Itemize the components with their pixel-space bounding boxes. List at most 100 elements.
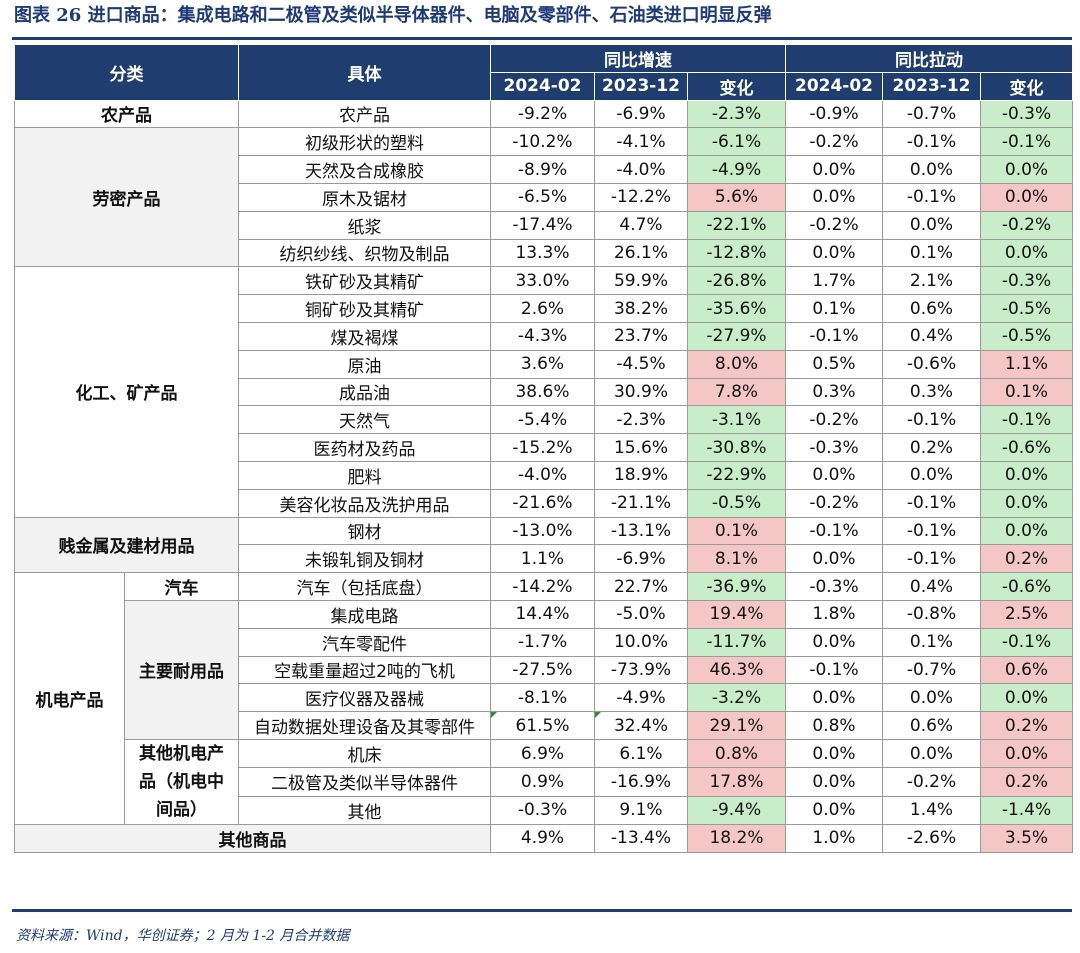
value-cell: 0.0% bbox=[785, 795, 883, 825]
value-cell: 0.3% bbox=[785, 377, 883, 407]
group-agri: 农产品 bbox=[14, 99, 239, 129]
change-cell: 0.0% bbox=[980, 488, 1073, 518]
change-cell: 0.2% bbox=[980, 544, 1073, 574]
item-cell: 美容化妆品及洗护用品 bbox=[238, 488, 491, 518]
value-cell: -0.7% bbox=[882, 99, 981, 129]
value-cell: 1.1% bbox=[490, 544, 595, 574]
change-cell: -0.6% bbox=[980, 572, 1073, 601]
value-cell: -6.5% bbox=[490, 182, 595, 212]
subgroup-auto: 汽车 bbox=[124, 572, 239, 601]
change-cell: -12.8% bbox=[687, 238, 786, 268]
change-cell: -11.7% bbox=[687, 627, 786, 657]
value-cell: 0.0% bbox=[785, 460, 883, 490]
group-labor: 劳密产品 bbox=[14, 127, 239, 268]
table-row: 二极管及类似半导体器件 0.9% -16.9% 17.8% 0.0% -0.2%… bbox=[15, 767, 1073, 797]
table-row: 其他机电产品（机电中间品） 机床 6.9% 6.1% 0.8% 0.0% 0.0… bbox=[15, 738, 1073, 825]
value-cell: -13.0% bbox=[490, 516, 595, 546]
change-cell: 29.1% bbox=[687, 711, 786, 740]
value-cell: -0.1% bbox=[882, 488, 981, 518]
change-cell: -0.3% bbox=[980, 99, 1073, 129]
value-cell: -0.1% bbox=[785, 655, 883, 685]
value-cell: 10.0% bbox=[594, 627, 688, 657]
value-cell: -1.7% bbox=[490, 627, 595, 657]
item-cell: 天然气 bbox=[238, 405, 491, 435]
value-cell: -4.0% bbox=[490, 460, 595, 490]
table-row: 原木及锯材 -6.5% -12.2% 5.6% 0.0% -0.1% 0.0% bbox=[15, 182, 1073, 212]
bottom-rule bbox=[12, 909, 1072, 912]
value-cell: -0.1% bbox=[882, 544, 981, 574]
value-cell: 30.9% bbox=[594, 377, 688, 407]
change-cell: -0.1% bbox=[980, 127, 1073, 157]
value-cell: -8.9% bbox=[490, 155, 595, 184]
value-cell: 15.6% bbox=[594, 433, 688, 462]
value-cell: -0.9% bbox=[785, 99, 883, 129]
item-cell: 原木及锯材 bbox=[238, 182, 491, 212]
value-cell: 1.4% bbox=[882, 795, 981, 825]
change-cell: -4.9% bbox=[687, 155, 786, 184]
table-row: 成品油 38.6% 30.9% 7.8% 0.3% 0.3% 0.1% bbox=[15, 377, 1073, 407]
header-row-1: 分类 具体 同比增速 同比拉动 bbox=[14, 44, 1073, 101]
change-cell: -6.1% bbox=[687, 127, 786, 157]
item-cell: 汽车（包括底盘） bbox=[238, 572, 491, 601]
value-cell: -0.1% bbox=[882, 127, 981, 157]
table-row: 原油 3.6% -4.5% 8.0% 0.5% -0.6% 1.1% bbox=[15, 349, 1073, 379]
figure-title: 图表 26 进口商品：集成电路和二极管及类似半导体器件、电脑及零部件、石油类进口… bbox=[14, 5, 772, 26]
value-cell: -16.9% bbox=[594, 767, 688, 797]
change-cell: 1.1% bbox=[980, 349, 1073, 379]
item-cell: 初级形状的塑料 bbox=[238, 127, 491, 157]
item-cell: 煤及褐煤 bbox=[238, 321, 491, 351]
value-cell: -15.2% bbox=[490, 433, 595, 462]
change-cell: -0.5% bbox=[687, 488, 786, 518]
value-cell: -0.3% bbox=[785, 433, 883, 462]
value-cell: -4.1% bbox=[594, 127, 688, 157]
header-detail: 具体 bbox=[238, 44, 491, 101]
value-cell: -4.3% bbox=[490, 321, 595, 351]
value-cell: 32.4% bbox=[594, 711, 688, 740]
change-cell: -30.8% bbox=[687, 433, 786, 462]
value-cell: -4.0% bbox=[594, 155, 688, 184]
value-cell: -4.9% bbox=[594, 683, 688, 713]
group-metal: 贱金属及建材用品 bbox=[14, 516, 239, 574]
table-row: 医药材及药品 -15.2% 15.6% -30.8% -0.3% 0.2% -0… bbox=[15, 433, 1073, 462]
value-cell: -12.2% bbox=[594, 182, 688, 212]
value-cell: 1.0% bbox=[785, 823, 883, 853]
table-row: 天然气 -5.4% -2.3% -3.1% -0.2% -0.1% -0.1% bbox=[15, 405, 1073, 435]
value-cell: -0.1% bbox=[882, 405, 981, 435]
change-cell: -0.5% bbox=[980, 321, 1073, 351]
value-cell: -21.6% bbox=[490, 488, 595, 518]
item-cell: 原油 bbox=[238, 349, 491, 379]
change-cell: 8.0% bbox=[687, 349, 786, 379]
value-cell: 26.1% bbox=[594, 238, 688, 268]
value-cell: 9.1% bbox=[594, 795, 688, 825]
value-cell: -0.1% bbox=[882, 182, 981, 212]
header-row-2: 2024-02 2023-12 变化 2024-02 2023-12 变化 bbox=[15, 71, 1073, 101]
value-cell: 0.9% bbox=[490, 767, 595, 797]
value-cell: 0.0% bbox=[785, 738, 883, 769]
change-cell: -2.3% bbox=[687, 99, 786, 129]
value-cell: -2.6% bbox=[882, 823, 981, 853]
change-cell: -1.4% bbox=[980, 795, 1073, 825]
change-cell: -26.8% bbox=[687, 266, 786, 296]
change-cell: 0.0% bbox=[980, 738, 1073, 769]
change-cell: 0.2% bbox=[980, 711, 1073, 740]
change-cell: -27.9% bbox=[687, 321, 786, 351]
table-row: 汽车零配件 -1.7% 10.0% -11.7% 0.0% 0.1% -0.1% bbox=[15, 627, 1073, 657]
item-cell: 未锻轧铜及铜材 bbox=[238, 544, 491, 574]
value-cell: 61.5% bbox=[490, 711, 595, 740]
item-cell: 肥料 bbox=[238, 460, 491, 490]
table-row: 自动数据处理设备及其零部件 61.5% 32.4% 29.1% 0.8% 0.6… bbox=[15, 711, 1073, 740]
group-chem: 化工、矿产品 bbox=[14, 266, 239, 518]
change-cell: -36.9% bbox=[687, 572, 786, 601]
change-cell: -3.1% bbox=[687, 405, 786, 435]
value-cell: 38.2% bbox=[594, 294, 688, 323]
change-cell: -0.5% bbox=[980, 294, 1073, 323]
item-cell: 纺织纱线、织物及制品 bbox=[238, 238, 491, 268]
change-cell: 0.8% bbox=[687, 738, 786, 769]
subgroup-other-mech: 其他机电产品（机电中间品） bbox=[124, 738, 239, 825]
value-cell: 0.0% bbox=[785, 683, 883, 713]
value-cell: -13.1% bbox=[594, 516, 688, 546]
top-rule bbox=[12, 37, 1072, 40]
value-cell: 3.6% bbox=[490, 349, 595, 379]
header-pull-2024-02: 2024-02 bbox=[785, 71, 883, 101]
header-growth-2023-12: 2023-12 bbox=[594, 71, 688, 101]
